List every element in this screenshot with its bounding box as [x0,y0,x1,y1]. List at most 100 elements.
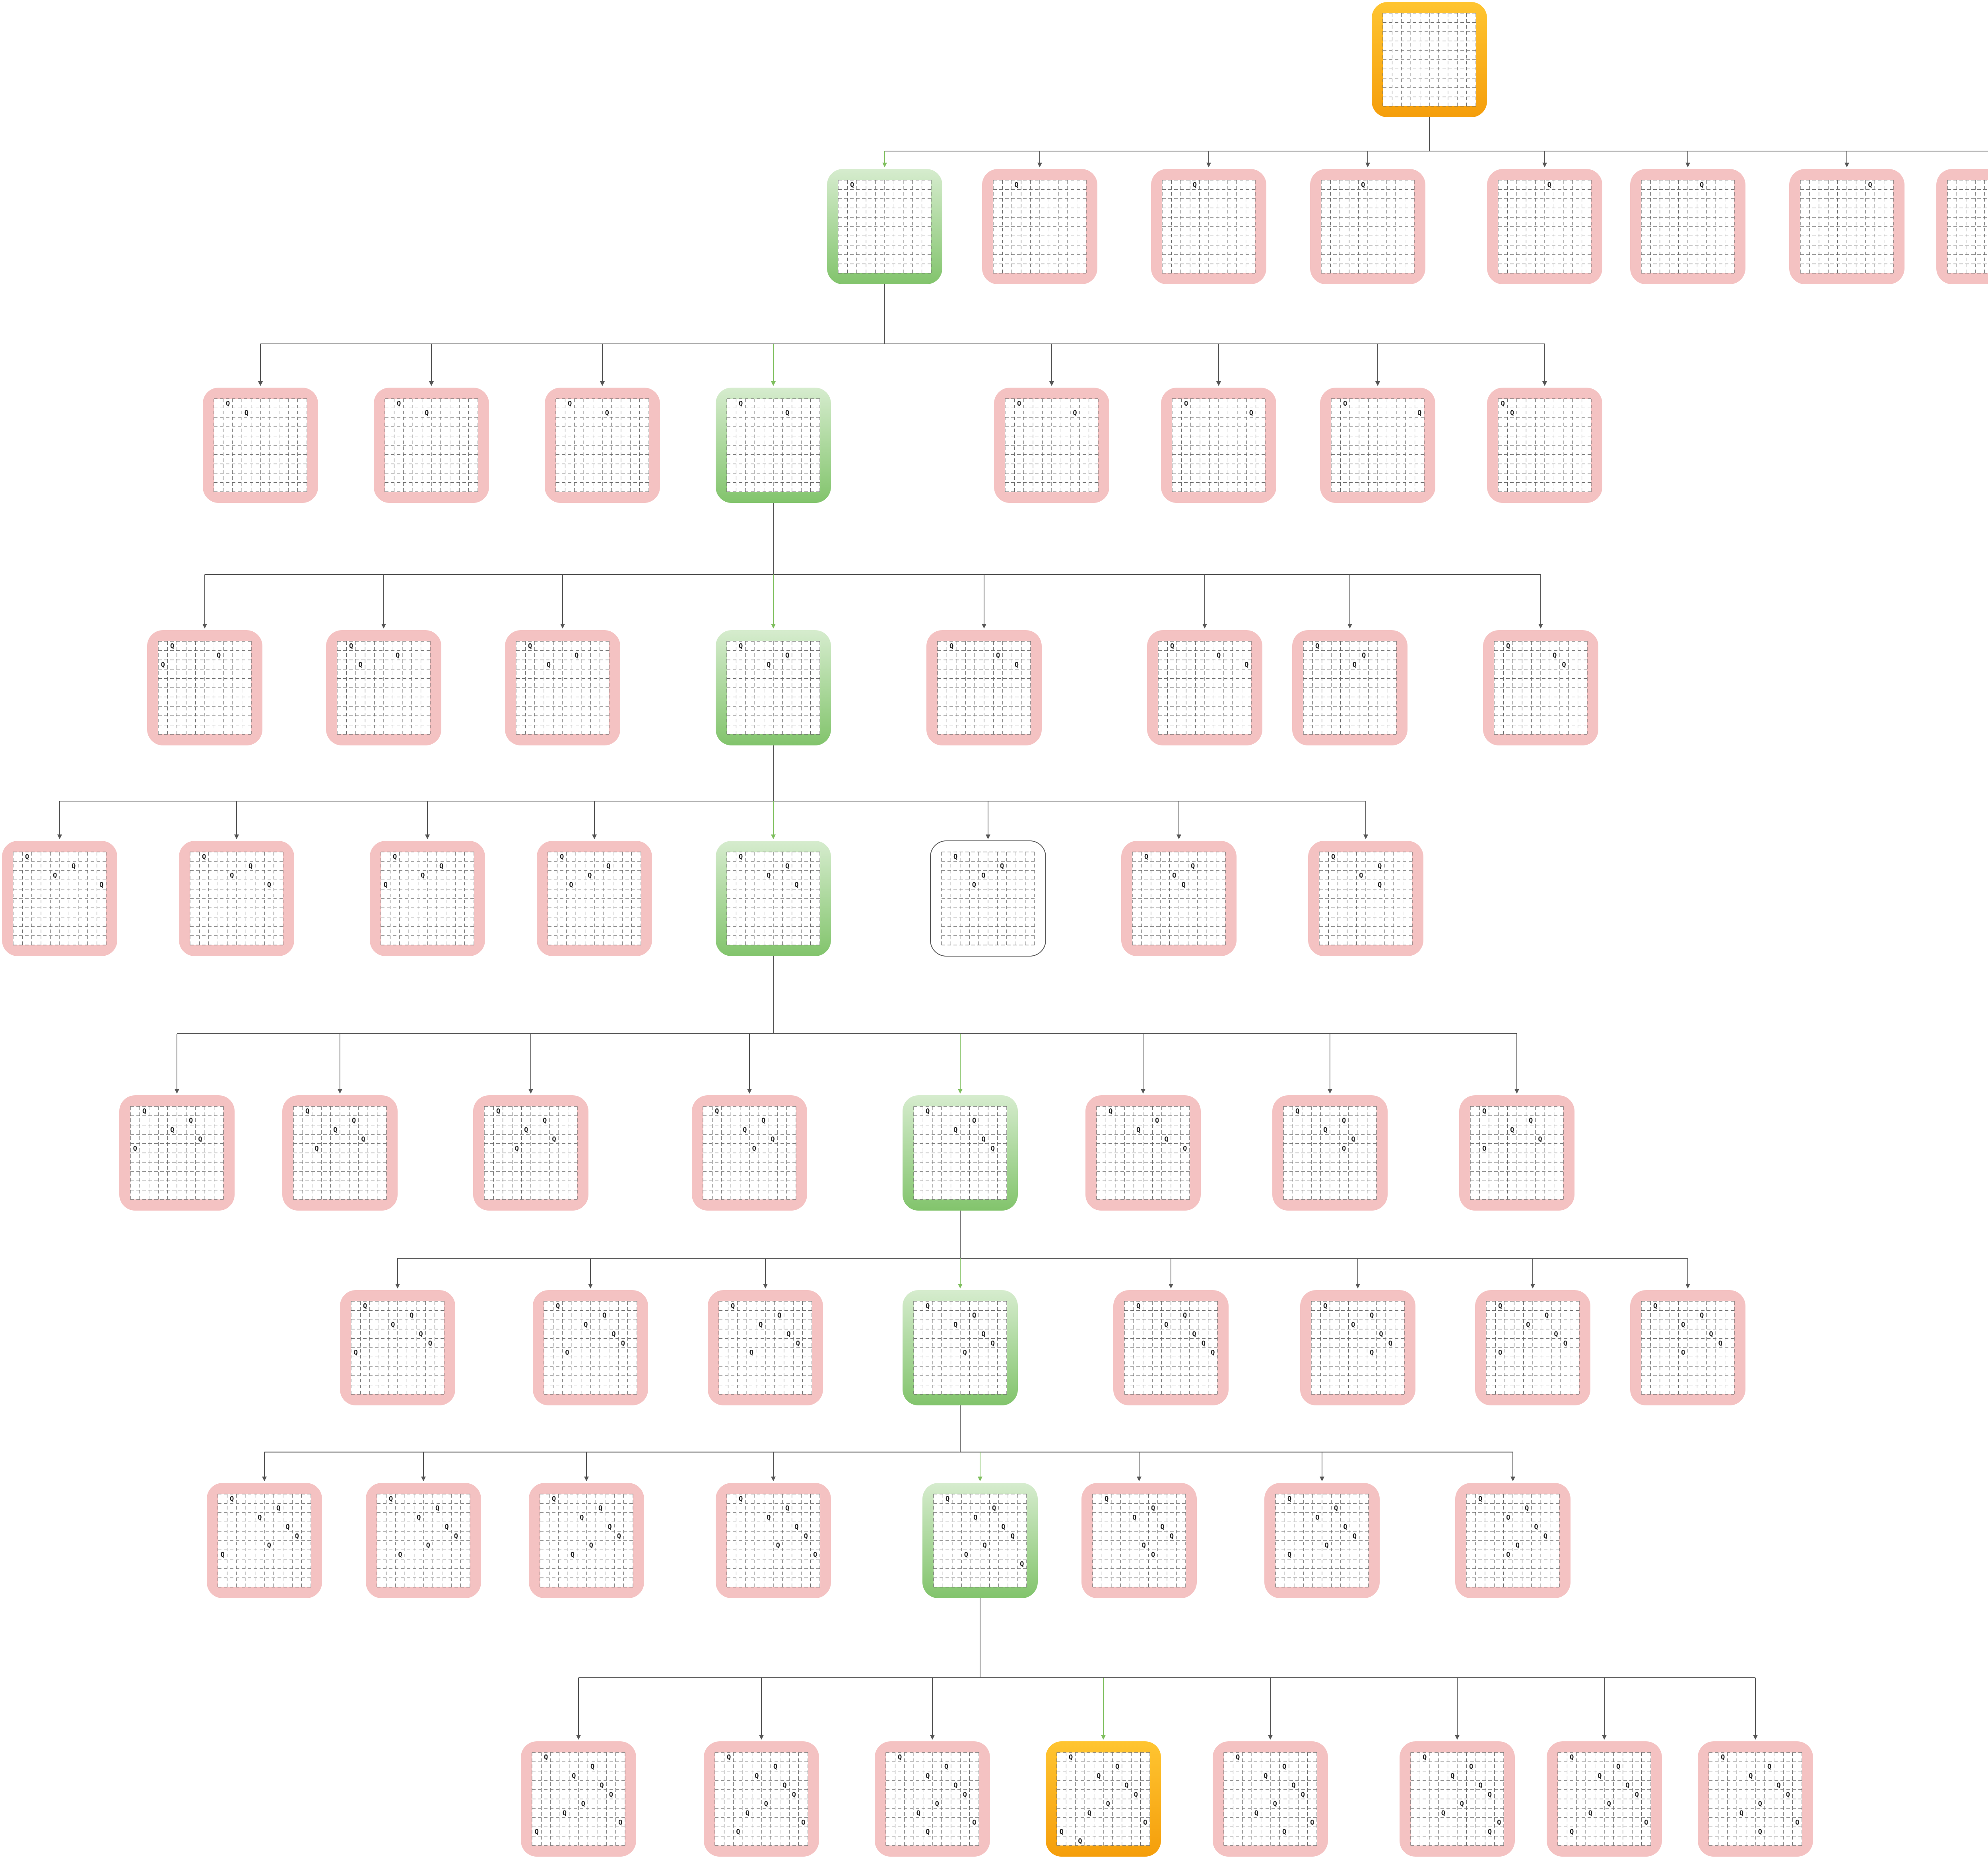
queen-marker: Q [621,1339,625,1347]
queen-marker: Q [230,1495,234,1503]
queen-marker: Q [1182,881,1186,889]
edge-arrowhead [1169,1284,1173,1289]
edge-arrowhead [1753,1735,1758,1740]
edge-arrowhead [747,1089,752,1094]
queen-marker: Q [248,862,252,870]
board-node-rejected: Q [1936,169,1988,284]
queen-marker: Q [785,862,789,870]
edge-arrowhead [978,1477,982,1481]
edge-arrowhead [771,1477,776,1481]
edge-arrowhead [1320,1477,1324,1481]
queen-marker: Q [445,1523,448,1531]
queen-marker: Q [1506,1551,1510,1559]
queen-marker: Q [1015,661,1019,669]
queen-marker: Q [972,1117,976,1125]
queen-marker: Q [1164,1321,1168,1329]
queen-marker: Q [221,1551,225,1559]
queen-marker: Q [524,1126,528,1134]
edge-arrowhead [1602,1735,1607,1740]
queen-marker: Q [1488,1791,1492,1799]
queen-marker: Q [1562,661,1566,669]
queen-marker: Q [590,1763,594,1771]
edge-arrowhead [882,163,887,167]
queen-marker: Q [785,652,789,660]
queen-marker: Q [1282,1828,1286,1836]
queen-marker: Q [391,1321,395,1329]
queen-marker: Q [1563,1339,1567,1347]
queen-marker: Q [226,400,230,408]
queen-marker: Q [1325,1542,1329,1550]
queen-marker: Q [759,1321,763,1329]
queen-marker: Q [1211,1349,1215,1357]
queen-marker: Q [1370,1349,1374,1357]
queen-marker: Q [743,1126,747,1134]
queen-marker: Q [565,1349,569,1357]
queen-marker: Q [1184,400,1188,408]
board-node-rejected: Q [1151,169,1266,284]
queen-marker: Q [1423,1754,1427,1762]
queen-marker: Q [1343,400,1347,408]
edge-arrowhead [1363,834,1368,839]
queen-marker: Q [992,1504,996,1512]
queen-marker: Q [767,1514,771,1522]
board-node-rejected: Q [1487,169,1602,284]
queen-marker: Q [761,1117,765,1125]
board-node-path: Q Q Q [716,630,831,745]
queen-marker: Q [794,1523,798,1531]
queen-marker: Q [794,881,798,889]
queen-marker: Q [1545,1312,1549,1320]
queen-marker: Q [785,1504,789,1512]
queen-marker: Q [777,1312,781,1320]
queen-marker: Q [1249,409,1253,417]
queen-marker: Q [953,1126,957,1134]
queen-marker: Q [1295,1108,1299,1116]
edge-arrowhead [1530,1284,1535,1289]
queen-marker: Q [285,1523,289,1531]
queen-marker: Q [1488,1828,1492,1836]
queen-marker: Q [1142,1542,1146,1550]
edge-arrowhead [560,624,565,629]
queen-marker: Q [1143,1819,1147,1827]
edge-arrowhead [1510,1477,1515,1481]
edge-arrowhead [1037,163,1042,167]
queen-marker: Q [1516,1542,1520,1550]
board-node-path: QQ [716,388,831,503]
queen-marker: Q [1526,1321,1530,1329]
board-node-rejected: QQQ [1483,630,1598,745]
queen-marker: Q [850,181,854,189]
edge-arrowhead [234,834,239,839]
queen-marker: Q [1109,1108,1112,1116]
queen-marker: Q [1264,1772,1268,1780]
queen-marker: Q [421,872,425,880]
queen-marker: Q [926,1302,930,1310]
board-node-rejected: Q Q Q Q Q [1085,1095,1201,1211]
queen-marker: Q [727,1754,731,1762]
queen-marker: Q [1134,1791,1138,1799]
queen-marker: Q [953,853,957,861]
queen-marker: Q [813,1551,817,1559]
queen-marker: Q [786,1330,790,1338]
board-node-rejected: QQQ [926,630,1042,745]
board-node-rejected: QQQ [326,630,441,745]
queen-marker: Q [571,1551,575,1559]
queen-marker: Q [598,1504,602,1512]
queen-marker: Q [580,1514,584,1522]
edge-arrowhead [425,834,430,839]
queen-marker: Q [1786,1791,1790,1799]
queen-marker: Q [245,409,248,417]
queen-marker: Q [161,661,165,669]
queen-marker: Q [439,862,443,870]
queen-marker: Q [1378,862,1382,870]
queen-marker: Q [1501,400,1505,408]
queen-marker: Q [1607,1800,1611,1808]
queen-marker: Q [1014,181,1018,189]
queen-marker: Q [996,652,1000,660]
queen-marker: Q [1334,1504,1338,1512]
